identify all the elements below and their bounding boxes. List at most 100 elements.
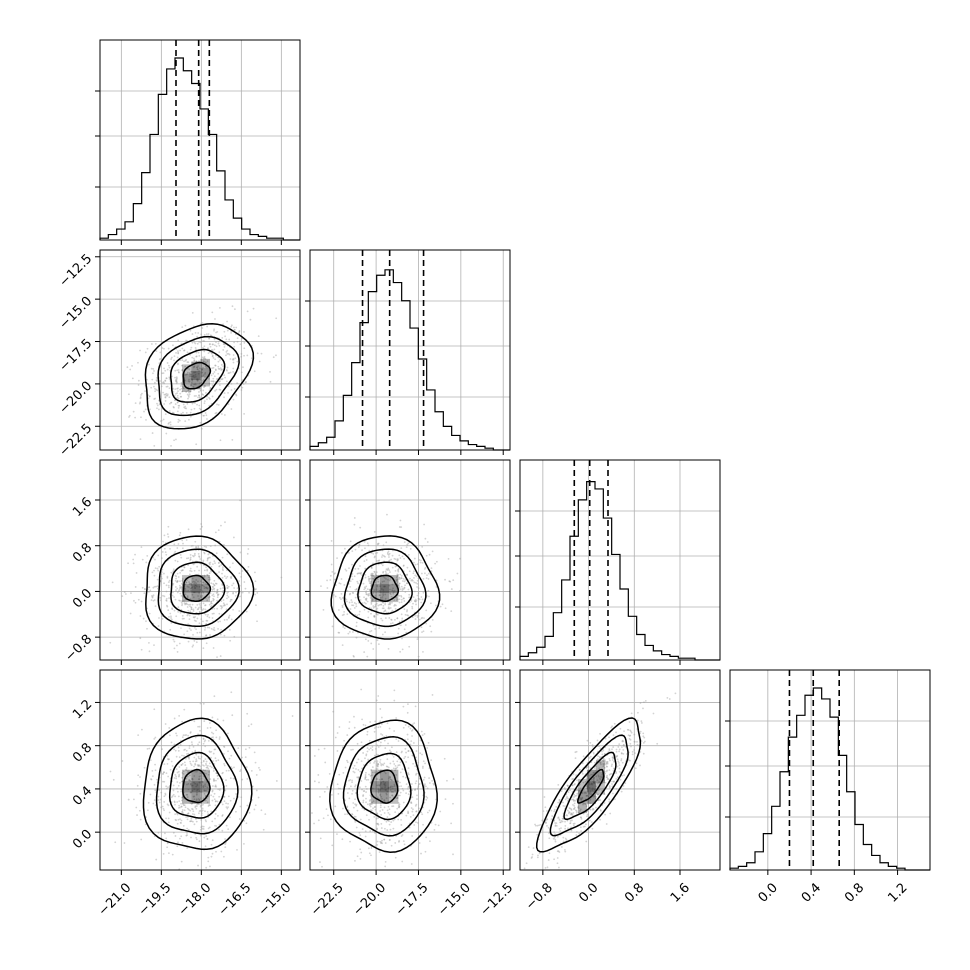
sample-point	[407, 788, 409, 790]
sample-point	[343, 610, 346, 613]
sample-point	[393, 689, 396, 692]
sample-point	[164, 396, 167, 399]
sample-point	[213, 560, 216, 563]
sample-point	[406, 543, 409, 546]
x-tick-label: −12.5	[477, 880, 516, 919]
sample-point	[370, 847, 373, 849]
sample-point	[428, 777, 430, 779]
sample-point	[175, 380, 178, 383]
sample-point	[367, 575, 370, 578]
y-tick-label: 1.2	[70, 697, 95, 722]
sample-point	[365, 791, 367, 793]
sample-point	[207, 576, 210, 579]
sample-point	[421, 598, 424, 601]
sample-point	[209, 751, 211, 754]
sample-point	[211, 716, 214, 719]
sample-point	[566, 795, 568, 798]
sample-point	[130, 592, 132, 595]
sample-point	[217, 620, 220, 623]
sample-point	[195, 758, 198, 761]
sample-point	[211, 384, 214, 387]
sample-point	[393, 818, 396, 821]
sample-point	[345, 598, 348, 601]
sample-point	[185, 602, 188, 605]
density-block	[182, 584, 192, 594]
sample-point	[592, 808, 595, 811]
sample-point	[211, 594, 214, 597]
sample-point	[214, 544, 217, 547]
sample-point	[193, 554, 196, 557]
sample-point	[211, 820, 214, 823]
density-block	[200, 368, 210, 378]
sample-point	[620, 758, 623, 760]
sample-point	[198, 610, 201, 613]
sample-point	[243, 354, 245, 357]
sample-point	[596, 793, 599, 796]
sample-point	[392, 791, 394, 793]
sample-point	[187, 396, 190, 398]
sample-point	[376, 771, 378, 773]
sample-point	[200, 602, 202, 605]
sample-point	[173, 800, 176, 803]
sample-point	[375, 613, 378, 615]
sample-point	[183, 749, 186, 751]
sample-point	[348, 567, 350, 570]
sample-point	[162, 780, 164, 783]
sample-point	[241, 386, 244, 389]
sample-point	[364, 724, 367, 727]
sample-point	[164, 551, 167, 554]
density-block	[191, 792, 201, 804]
sample-point	[167, 581, 170, 584]
sample-point	[380, 764, 383, 767]
sample-point	[622, 740, 625, 743]
sample-point	[170, 401, 173, 404]
sample-point	[556, 835, 559, 838]
sample-point	[381, 734, 384, 736]
sample-point	[397, 559, 399, 561]
density-block	[586, 792, 596, 804]
sample-point	[362, 752, 365, 754]
sample-point	[176, 547, 179, 549]
sample-point	[380, 813, 383, 816]
sample-point	[407, 750, 410, 752]
sample-point	[172, 387, 175, 390]
sample-point	[212, 377, 215, 380]
sample-point	[180, 381, 183, 384]
sample-point	[371, 766, 374, 769]
sample-point	[168, 410, 171, 412]
sample-point	[200, 804, 203, 807]
sample-point	[360, 767, 363, 770]
sample-point	[195, 760, 198, 762]
sample-point	[185, 734, 188, 736]
sample-point	[408, 593, 411, 596]
sample-point	[166, 605, 169, 608]
sample-point	[170, 615, 172, 618]
sample-point	[628, 721, 631, 723]
sample-point	[366, 655, 369, 658]
sample-point	[368, 739, 371, 742]
sample-point	[376, 812, 379, 815]
sample-point	[205, 546, 208, 548]
sample-point	[395, 717, 398, 719]
sample-point	[558, 827, 561, 830]
sample-point	[224, 376, 227, 379]
sample-point	[599, 756, 601, 759]
sample-point	[162, 391, 165, 394]
sample-point	[167, 422, 170, 425]
sample-point	[159, 357, 162, 360]
sample-point	[555, 822, 558, 825]
sample-point	[456, 572, 459, 575]
sample-point	[394, 769, 396, 772]
sample-point	[317, 819, 320, 822]
sample-point	[163, 347, 165, 350]
scatter-panel-4-3	[520, 670, 720, 870]
sample-point	[180, 835, 183, 838]
sample-point	[630, 731, 633, 734]
sample-point	[411, 579, 414, 582]
sample-point	[209, 634, 211, 636]
sample-point	[216, 596, 219, 599]
sample-point	[365, 599, 368, 602]
sample-point	[191, 751, 194, 754]
sample-point	[249, 318, 252, 321]
sample-point	[246, 354, 249, 357]
